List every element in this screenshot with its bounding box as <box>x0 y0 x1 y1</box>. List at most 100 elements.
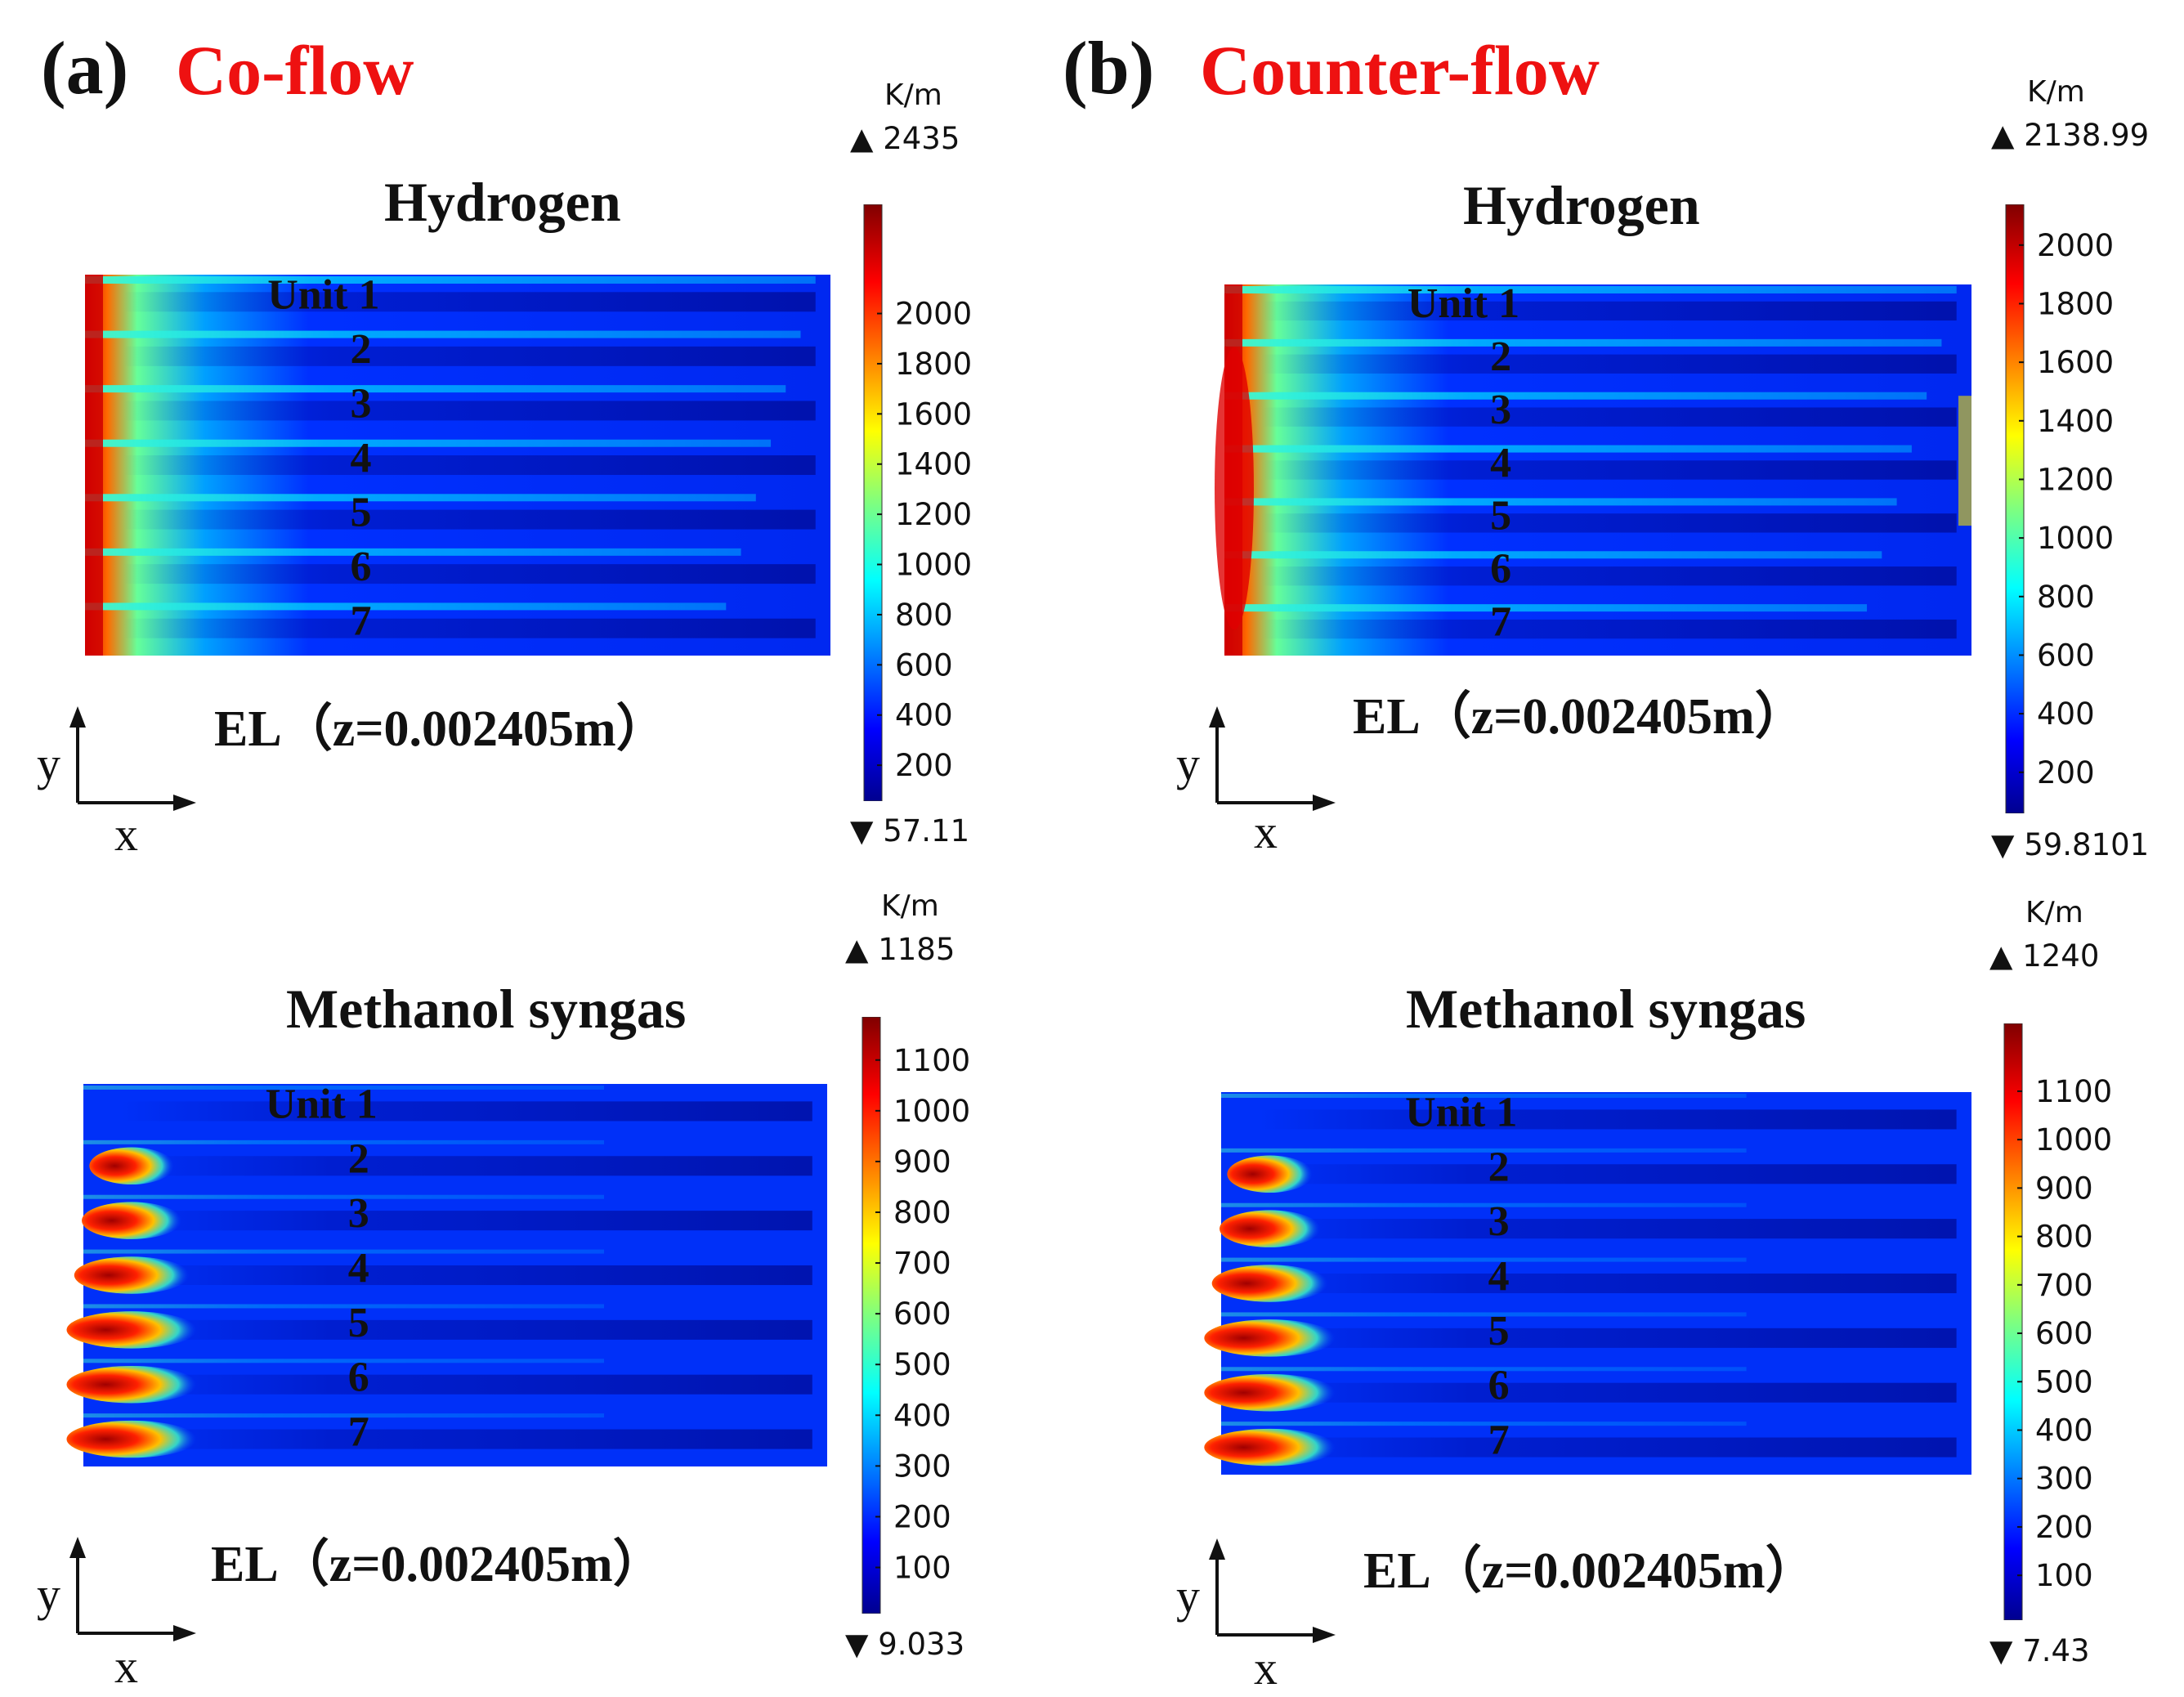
boundary-streak <box>83 1249 604 1254</box>
colorbar-tick-label: 300 <box>2035 1462 2093 1497</box>
a-hydrogen-colorbar-unit: K/m <box>884 78 942 112</box>
hot-spot <box>1204 1373 1336 1412</box>
colorbar-tick-label: 500 <box>2035 1364 2093 1399</box>
colorbar-tick-label: 600 <box>895 647 953 683</box>
b-hydrogen-map: Unit 1 2 3 4 5 6 7 <box>1215 280 1971 656</box>
colorbar-tick-label: 800 <box>2035 1220 2093 1255</box>
colorbar-tick-label: 1200 <box>895 497 972 532</box>
colorbar-tick-label: 1600 <box>2037 345 2114 380</box>
x-axis-label: x <box>1254 1641 1278 1692</box>
b-hydrogen-title: Hydrogen <box>1463 174 1700 236</box>
b-methanol-colorbar-unit: K/m <box>2025 896 2083 929</box>
a-methanol-map: Unit 1 2 3 4 5 6 7 <box>66 1081 827 1466</box>
hot-spot <box>1227 1155 1313 1193</box>
b-methanol-map: Unit 1 2 3 4 5 6 7 <box>1204 1089 1971 1475</box>
colorbar-tick-label: 1000 <box>2035 1122 2112 1157</box>
a-methanol-colorbar-unit: K/m <box>881 889 939 923</box>
y-axis-label: y <box>37 737 60 790</box>
colorbar-tick-label: 1000 <box>2037 521 2114 556</box>
a-hydrogen-colorbar-min: ▼ 57.11 <box>850 813 970 848</box>
boundary-streak <box>1221 1422 1747 1426</box>
channel-core <box>1261 566 1957 586</box>
panel-b-letter: (b) <box>1063 26 1155 110</box>
boundary-streak <box>1224 498 1897 506</box>
boundary-streak <box>83 1359 604 1363</box>
b-methanol-colorbar-min: ▼ 7.43 <box>1989 1633 2090 1668</box>
colorbar-tick-label: 900 <box>893 1144 951 1180</box>
colorbar-tick-label: 1000 <box>895 548 972 583</box>
unit-label: 2 <box>1490 334 1511 380</box>
unit-label: 3 <box>1488 1198 1510 1245</box>
colorbar-tick-label: 600 <box>2035 1316 2093 1351</box>
colorbar-tick-label: 600 <box>2037 638 2095 673</box>
b-hydrogen-colorbar: 2000 1800 1600 1400 1200 1000 800 600 400 200 <box>2005 204 2114 813</box>
channel-core <box>1261 513 1957 533</box>
channel-core <box>1258 1273 1957 1294</box>
boundary-streak <box>83 1194 604 1199</box>
channel-core <box>120 1429 812 1449</box>
hot-spot <box>66 1420 197 1458</box>
channel-core <box>122 401 816 421</box>
channel-core <box>122 564 816 584</box>
boundary-streak <box>85 330 801 338</box>
colorbar-tick-label: 2000 <box>2037 228 2114 263</box>
b-hydrogen-colorbar-min: ▼ 59.8101 <box>1991 827 2150 862</box>
colorbar-tick-label: 100 <box>893 1551 951 1586</box>
colorbar-gradient <box>2003 1023 2023 1620</box>
a-methanol-colorbar-max: ▲ 1185 <box>845 932 955 967</box>
channel-core <box>1261 619 1957 639</box>
unit-label: 3 <box>1490 387 1511 433</box>
channel-core <box>1261 301 1957 321</box>
a-hydrogen-map: Unit 1 2 3 4 5 6 7 <box>85 271 830 656</box>
boundary-streak <box>1221 1148 1747 1153</box>
boundary-streak <box>85 439 772 447</box>
colorbar-tick-label: 1100 <box>893 1043 970 1078</box>
inlet-edge <box>85 275 103 656</box>
boundary-streak <box>1224 445 1912 453</box>
colorbar-tick-label: 2000 <box>895 297 972 332</box>
b-methanol-colorbar-max: ▲ 1240 <box>1989 938 2100 974</box>
channel-core <box>1261 354 1957 374</box>
a-hydrogen-colorbar-max: ▲ 2435 <box>850 121 960 156</box>
colorbar-tick-label: 1000 <box>893 1094 970 1129</box>
channel-core <box>122 346 816 366</box>
unit-label: Unit 1 <box>266 1081 378 1127</box>
colorbar-tick-label: 1400 <box>2037 404 2114 439</box>
unit-label: 5 <box>348 1300 369 1346</box>
boundary-streak <box>83 1140 604 1144</box>
a-methanol-colorbar: 1100 1000 900 800 700 600 500 400 300 200 100 <box>862 1017 970 1614</box>
panel-a-title: Co-flow <box>176 31 414 110</box>
panel-b-title: Counter-flow <box>1200 31 1600 110</box>
colorbar-tick-label: 200 <box>2035 1510 2093 1545</box>
unit-label: 3 <box>350 380 371 427</box>
boundary-streak <box>1221 1094 1747 1098</box>
boundary-streak <box>83 1413 604 1418</box>
unit-label: 7 <box>350 598 371 645</box>
colorbar-tick-label: 200 <box>895 748 953 783</box>
colorbar-tick-label: 400 <box>893 1398 951 1433</box>
hot-spot <box>66 1311 197 1349</box>
a-hydrogen-colorbar: 2000 1800 1600 1400 1200 1000 800 600 400 200 <box>863 204 972 801</box>
unit-label: 7 <box>1490 598 1511 645</box>
channel-core <box>1258 1437 1957 1457</box>
channel-core <box>122 618 816 638</box>
boundary-streak <box>85 385 786 393</box>
hot-spot <box>1211 1265 1328 1302</box>
boundary-streak <box>1221 1257 1747 1262</box>
unit-label: 6 <box>1490 545 1511 592</box>
boundary-streak <box>83 1086 604 1090</box>
b-hydrogen-axes-indicator: y x <box>1176 706 1336 852</box>
x-axis-label: x <box>114 808 138 852</box>
x-axis-label: x <box>114 1640 138 1690</box>
inlet-hot-region <box>1215 347 1254 630</box>
unit-label: 6 <box>1488 1363 1510 1409</box>
y-axis-label: y <box>1176 1569 1200 1623</box>
a-methanol-axes-indicator: y x <box>37 1537 196 1690</box>
unit-label: 4 <box>1488 1253 1510 1300</box>
boundary-streak <box>1224 338 1942 347</box>
unit-label: 2 <box>350 326 371 373</box>
b-hydrogen-section-label: EL（z=0.002405m） <box>1353 689 1806 745</box>
unit-label: 2 <box>348 1135 369 1182</box>
a-hydrogen-section-label: EL（z=0.002405m） <box>214 701 667 757</box>
channel-core <box>1258 1219 1957 1239</box>
